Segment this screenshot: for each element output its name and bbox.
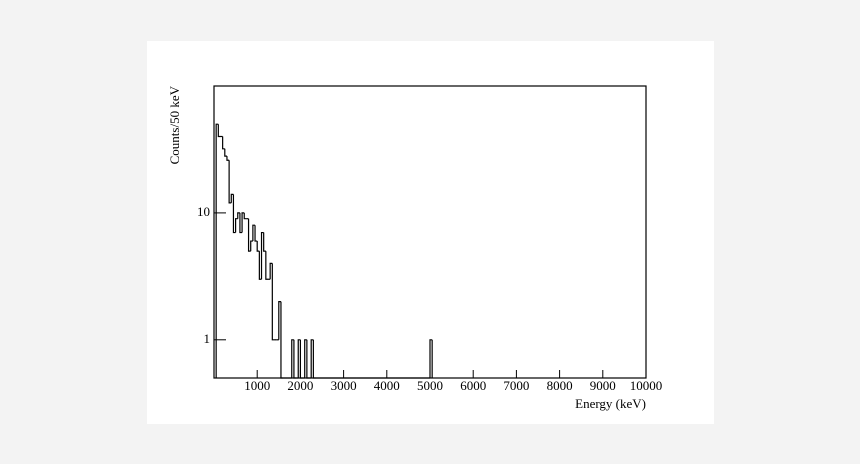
x-tick-label: 2000 [287, 378, 313, 393]
histogram-bin [252, 224, 256, 242]
histogram-bin [215, 123, 219, 378]
histogram-bin [306, 339, 310, 379]
histogram-bin [263, 232, 266, 252]
histogram-bin [280, 301, 284, 379]
histogram-bin [235, 218, 238, 233]
y-axis-title: Counts/50 keV [167, 85, 182, 164]
histogram-bin [304, 339, 307, 378]
histogram-bin [222, 136, 225, 150]
x-tick-label: 7000 [503, 378, 529, 393]
histogram-bin [254, 225, 258, 242]
histogram-bin [429, 339, 433, 378]
x-tick-label: 1000 [244, 378, 270, 393]
histogram-bin [291, 339, 294, 378]
histogram-bin [237, 212, 240, 219]
histogram-bin [278, 300, 281, 340]
histogram-bin [228, 160, 232, 204]
y-tick-label: 1 [204, 331, 211, 346]
histogram-bin [241, 212, 245, 233]
histogram-bin [265, 251, 268, 280]
histogram-bin [239, 212, 243, 234]
histogram-bin [299, 339, 303, 379]
histogram-bin [232, 194, 236, 234]
histogram-bin [293, 339, 297, 379]
histogram-bin [224, 148, 227, 157]
histogram-bin [260, 231, 264, 280]
histogram-bin [250, 240, 253, 252]
histogram-bin [269, 262, 273, 280]
x-tick-label: 4000 [374, 378, 400, 393]
x-tick-label: 10000 [630, 378, 663, 393]
y-tick-label: 10 [197, 204, 210, 219]
x-axis-title: Energy (keV) [575, 396, 646, 411]
histogram-bin [243, 212, 247, 220]
histogram-bin [258, 251, 262, 280]
histogram-bin [247, 218, 251, 252]
x-tick-label: 3000 [331, 378, 357, 393]
histogram-bin [226, 156, 230, 161]
histogram-bin [217, 124, 221, 138]
histogram-bin [310, 339, 314, 378]
histogram-bin [297, 339, 301, 378]
x-tick-label: 6000 [460, 378, 486, 393]
histogram-bin [271, 263, 275, 341]
x-tick-label: 8000 [547, 378, 573, 393]
x-tick-label: 5000 [417, 378, 443, 393]
histogram-bin [256, 241, 260, 252]
histogram-bin [230, 193, 234, 203]
histogram-bin [312, 339, 316, 379]
x-tick-label: 9000 [590, 378, 616, 393]
